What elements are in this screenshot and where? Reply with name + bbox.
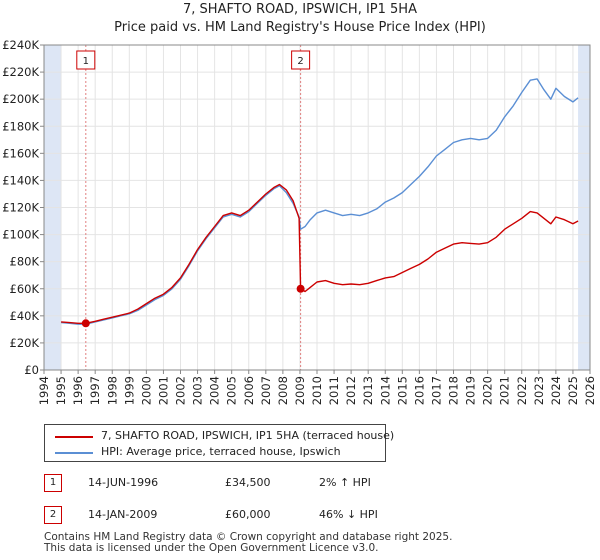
legend-label-property: 7, SHAFTO ROAD, IPSWICH, IP1 5HA (terrac… [101,429,395,442]
x-tick-label: 1994 [37,376,51,405]
chart-grid [43,44,591,371]
y-tick-label: £240K [2,38,39,52]
y-tick-label: £20K [10,336,40,350]
x-tick-label: 2010 [310,376,324,405]
transaction-badge: 2 [44,506,62,524]
legend-label-hpi: HPI: Average price, terraced house, Ipsw… [101,445,341,458]
y-tick-label: £160K [2,146,39,160]
x-tick-label: 2014 [378,376,392,405]
transaction-date: 14-JUN-1996 [88,476,159,489]
transaction-row: 1 14-JUN-1996 £34,500 2% ↑ HPI [44,474,444,494]
x-tick-label: 2008 [276,376,290,405]
x-tick-label: 1997 [88,376,102,405]
x-tick-label: 2004 [208,376,222,405]
x-tick-label: 2017 [429,376,443,405]
x-tick-label: 2013 [361,376,375,405]
x-tick-label: 2022 [515,376,529,405]
x-tick-label: 2026 [583,376,597,405]
x-tick-label: 2020 [481,376,495,405]
x-tick-label: 2000 [139,376,153,405]
x-tick-label: 1995 [54,376,68,405]
marker-badge-label: 1 [83,56,89,67]
y-tick-label: £180K [2,119,39,133]
attribution-line-2: This data is licensed under the Open Gov… [44,542,379,554]
chart-title: 7, SHAFTO ROAD, IPSWICH, IP1 5HA [183,2,417,17]
y-tick-label: £0 [24,363,39,377]
x-tick-label: 2016 [412,376,426,405]
x-tick-label: 2012 [344,376,358,405]
transaction-price: £34,500 [225,476,271,489]
transaction-point [81,319,90,328]
x-tick-label: 2018 [447,376,461,405]
y-tick-label: £220K [2,65,39,79]
x-tick-label: 2001 [156,376,170,405]
attribution-footer: Contains HM Land Registry data © Crown c… [44,532,452,554]
series-line-hpi [61,78,579,325]
transaction-point [296,284,305,293]
transaction-badge: 1 [44,474,62,492]
x-tick-label: 2011 [327,376,341,405]
x-tick-label: 1996 [71,376,85,405]
y-tick-label: £40K [10,309,40,323]
x-tick-label: 2007 [259,376,273,405]
transaction-hpi-diff: 46% ↓ HPI [319,508,378,521]
legend-swatch-hpi [55,452,93,454]
transaction-points [81,284,305,328]
marker-badge [76,50,96,70]
y-tick-label: £140K [2,173,39,187]
y-tick-label: £100K [2,228,39,242]
chart-axes: £0 £20K £40K £60K £80K £100K £120K £140K £160K £1… [2,38,597,405]
x-tick-label: 2024 [549,376,563,405]
legend-swatch-property [55,436,93,438]
x-tick-label: 2002 [174,376,188,405]
y-tick-label: £80K [10,255,40,269]
marker-badge [291,50,311,70]
transaction-hpi-diff: 2% ↑ HPI [319,476,371,489]
x-tick-label: 2025 [566,376,580,405]
x-tick-label: 2023 [532,376,546,405]
y-tick-label: £200K [2,92,39,106]
x-tick-label: 1998 [105,376,119,405]
marker-badge-label: 2 [297,56,303,67]
legend-item-hpi: HPI: Average price, terraced house, Ipsw… [45,445,385,461]
transaction-price: £60,000 [225,508,271,521]
x-tick-label: 2006 [242,376,256,405]
series-line-property [61,183,579,324]
transaction-row: 2 14-JAN-2009 £60,000 46% ↓ HPI [44,506,444,526]
x-tick-label: 2009 [293,376,307,405]
y-tick-label: £60K [10,282,40,296]
chart-series [61,78,579,325]
transaction-date: 14-JAN-2009 [88,508,158,521]
legend-item-property: 7, SHAFTO ROAD, IPSWICH, IP1 5HA (terrac… [45,429,394,445]
chart-legend: 7, SHAFTO ROAD, IPSWICH, IP1 5HA (terrac… [44,424,394,462]
x-tick-label: 2003 [191,376,205,405]
x-tick-label: 2019 [464,376,478,405]
chart-subtitle: Price paid vs. HM Land Registry's House … [114,20,486,35]
y-tick-label: £120K [2,201,39,215]
x-tick-label: 2021 [498,376,512,405]
x-tick-label: 2015 [395,376,409,405]
x-tick-label: 2005 [225,376,239,405]
x-tick-label: 1999 [122,376,136,405]
attribution-line-1: Contains HM Land Registry data © Crown c… [44,531,453,543]
